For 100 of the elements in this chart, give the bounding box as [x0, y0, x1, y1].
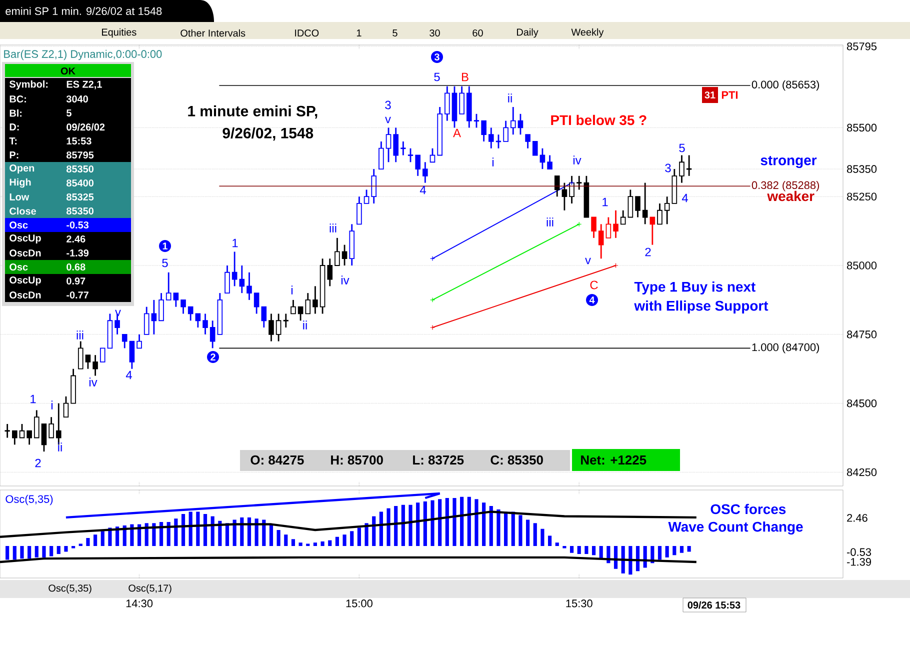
- annotation: 4: [589, 296, 595, 304]
- ref-line-label: 0.000 (85653): [752, 80, 820, 91]
- annotation: PTI: [722, 91, 738, 99]
- ref-line-label: 1.000 (84700): [752, 343, 820, 354]
- annotation: Net: +1225: [581, 455, 646, 465]
- chart-title: emini SP 1 min. 9/26/02 at 1548: [6, 6, 162, 16]
- text: IDCO: [295, 29, 319, 37]
- annotation: 3040: [66, 95, 88, 103]
- x-tick-label: 15:00: [346, 600, 372, 608]
- y-tick-label: 84500: [847, 399, 877, 408]
- annotation: C: [590, 280, 598, 290]
- annotation: 0.97: [66, 277, 86, 285]
- annotation: 09/26/02: [66, 123, 105, 131]
- annotation: stronger: [760, 156, 817, 168]
- annotation: with Ellipse Support: [634, 300, 768, 314]
- annotation: i: [291, 286, 293, 294]
- y-tick-label: 2.46: [847, 514, 868, 522]
- annotation: 85350: [66, 165, 94, 173]
- annotation: Low: [10, 194, 30, 200]
- annotation: 9/26/02, 1548: [222, 127, 314, 141]
- annotation: -0.53: [66, 221, 89, 229]
- annotation: Wave Count Change: [668, 521, 803, 535]
- text: 30: [430, 29, 440, 37]
- y-tick-label: -1.39: [847, 558, 871, 566]
- annotation: A: [453, 128, 461, 138]
- annotation: -1.39: [66, 249, 89, 257]
- annotation: Open: [10, 164, 34, 174]
- annotation: 2: [645, 248, 651, 256]
- x-tick-label: 15:30: [566, 600, 592, 608]
- annotation: 1 minute emini SP,: [188, 105, 318, 119]
- annotation: 3: [665, 164, 671, 172]
- annotation: Type 1 Buy is next: [634, 281, 756, 294]
- annotation: iv: [89, 378, 98, 386]
- annotation: High: [10, 178, 31, 188]
- annotation: 4: [682, 194, 688, 202]
- annotation: ii: [58, 442, 62, 452]
- annotation: 0.68: [66, 263, 86, 271]
- annotation: 3: [434, 53, 440, 61]
- text: Other Intervals: [180, 29, 246, 37]
- annotation: Osc: [10, 263, 28, 271]
- annotation: H: 85700: [331, 455, 383, 465]
- text: Weekly: [571, 28, 604, 38]
- annotation: iii: [546, 218, 554, 226]
- annotation: 2: [210, 354, 216, 360]
- annotation: Symbol:: [9, 80, 48, 90]
- text: 60: [472, 29, 483, 37]
- text: Osc(5,35): [48, 584, 92, 594]
- ref-line-label: 0.382 (85288): [752, 181, 820, 192]
- annotation: O: 84275: [250, 455, 304, 465]
- annotation: C: 85350: [490, 455, 543, 465]
- annotation: -0.77: [66, 291, 88, 299]
- annotation: 1: [162, 242, 168, 250]
- annotation: 5: [679, 144, 685, 152]
- annotation: iii: [76, 330, 84, 340]
- annotation: v: [385, 116, 391, 124]
- y-tick-label: 85250: [847, 192, 877, 200]
- y-tick-label: 84750: [847, 330, 877, 338]
- annotation: 4: [420, 186, 426, 194]
- annotation: 85795: [66, 151, 94, 159]
- annotation: OscUp: [10, 276, 41, 286]
- x-tick-label: 14:30: [126, 600, 153, 608]
- annotation: 4: [126, 370, 132, 380]
- annotation: PTI below 35 ?: [551, 114, 646, 126]
- annotation: iv: [341, 276, 350, 284]
- annotation: 1: [30, 394, 36, 404]
- annotation: OscDn: [10, 291, 41, 299]
- annotation: BC:: [10, 95, 26, 103]
- annotation: 31: [704, 91, 716, 99]
- annotation: 5: [434, 72, 440, 82]
- chart-title: Osc(5,35): [6, 494, 53, 506]
- annotation: ii: [303, 320, 307, 330]
- text: Equities: [102, 28, 136, 38]
- annotation: ii: [508, 94, 512, 102]
- annotation: 2.46: [66, 235, 86, 243]
- y-tick-label: 85795: [847, 42, 877, 50]
- annotation: Close: [10, 207, 36, 215]
- annotation: 85350: [66, 207, 94, 215]
- annotation: i: [492, 158, 494, 166]
- annotation: D:: [10, 124, 19, 130]
- annotation: weaker: [767, 190, 814, 202]
- annotation: OK: [60, 67, 76, 75]
- annotation: B: [462, 72, 468, 82]
- annotation: 2: [35, 458, 41, 468]
- annotation: ES Z2,1: [66, 80, 102, 90]
- annotation: OscUp: [10, 234, 41, 244]
- annotation: 85325: [66, 193, 94, 201]
- annotation: 3: [385, 100, 391, 110]
- text: Osc(5,17): [128, 584, 172, 594]
- y-tick-label: 84250: [847, 468, 877, 476]
- annotation: 1: [232, 238, 238, 248]
- annotation: i: [51, 400, 53, 410]
- annotation: iv: [573, 156, 582, 164]
- annotation: Bl:: [10, 109, 22, 117]
- y-tick-label: 85500: [847, 124, 877, 132]
- chart-subtitle: Bar(ES Z2,1) Dynamic,0:00-0:00: [4, 50, 162, 60]
- annotation: 1: [602, 198, 608, 206]
- y-tick-label: 85350: [847, 165, 877, 173]
- y-tick-label: 85000: [847, 262, 877, 270]
- text: 1: [356, 30, 362, 36]
- annotation: P:: [10, 152, 18, 158]
